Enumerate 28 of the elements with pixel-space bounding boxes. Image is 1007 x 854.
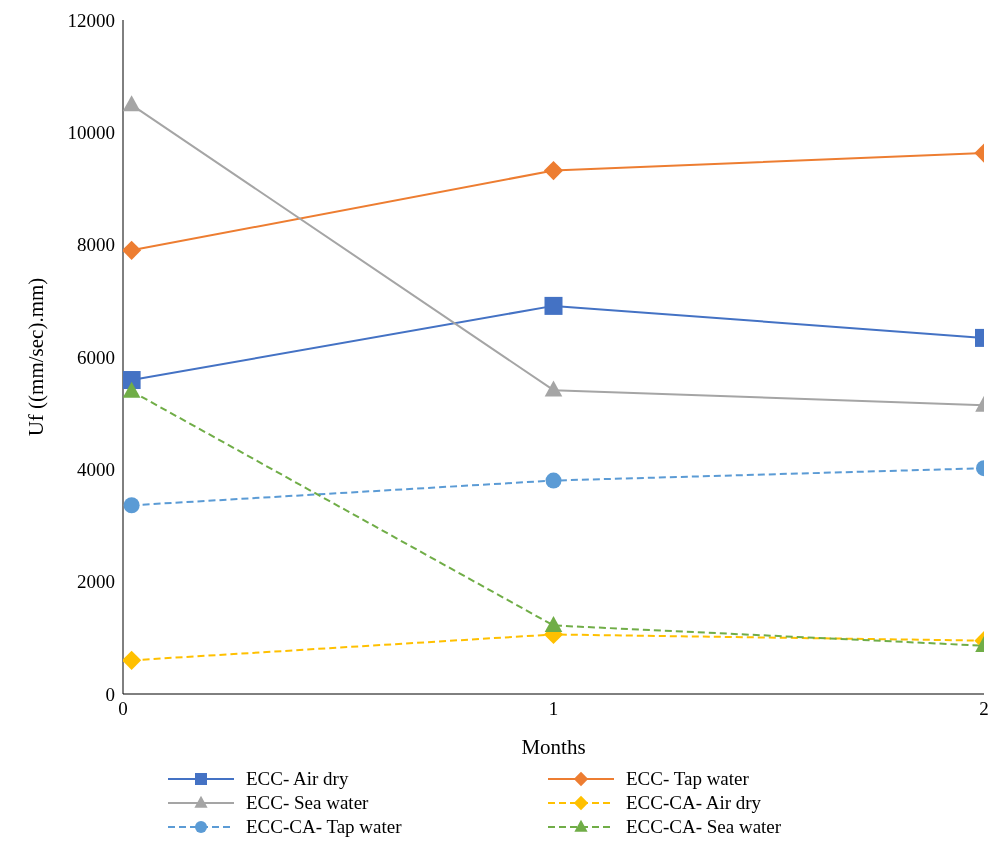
point bbox=[123, 650, 142, 670]
legend-label: ECC-CA- Sea water bbox=[626, 816, 782, 838]
point bbox=[123, 95, 141, 112]
x-tick-label: 2 bbox=[979, 698, 989, 720]
x-axis-title: Months bbox=[521, 735, 586, 759]
point bbox=[545, 472, 562, 489]
legend-label: ECC- Sea water bbox=[246, 792, 369, 814]
y-tick-label: 10000 bbox=[67, 122, 115, 144]
x-tick-label: 1 bbox=[548, 698, 559, 720]
point bbox=[544, 380, 563, 397]
point bbox=[543, 160, 564, 181]
point bbox=[123, 240, 142, 260]
point bbox=[123, 497, 140, 514]
y-tick-label: 2000 bbox=[77, 571, 115, 593]
legend-label: ECC-CA- Tap water bbox=[246, 816, 402, 838]
point bbox=[544, 296, 563, 315]
legend-label: ECC- Tap water bbox=[626, 768, 749, 790]
y-tick-label: 0 bbox=[105, 683, 115, 705]
y-tick-label: 8000 bbox=[77, 234, 115, 256]
y-tick-label: 12000 bbox=[67, 9, 115, 31]
y-tick-label: 4000 bbox=[77, 459, 115, 481]
legend-label: ECC-CA- Air dry bbox=[626, 792, 762, 814]
point bbox=[123, 371, 141, 390]
point bbox=[544, 615, 563, 632]
y-axis-title: Uf ((mm/sec).mm) bbox=[24, 277, 49, 437]
y-tick-label: 6000 bbox=[77, 346, 115, 368]
legend-label: ECC- Air dry bbox=[246, 768, 349, 790]
point bbox=[123, 381, 141, 398]
